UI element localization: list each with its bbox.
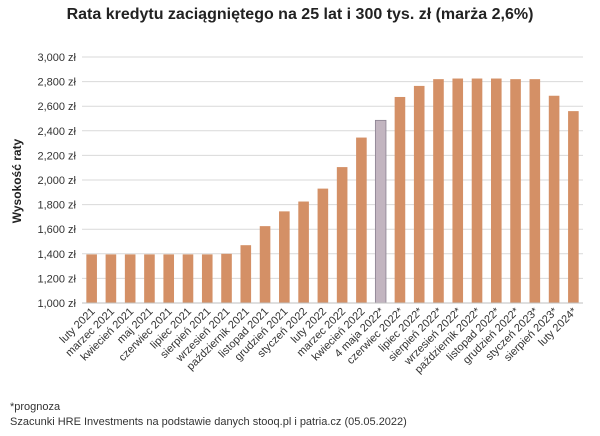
bar <box>86 254 97 303</box>
bar <box>336 167 348 303</box>
bar <box>124 254 136 303</box>
bars <box>86 78 579 304</box>
chart-title: Rata kredytu zaciągniętego na 25 lat i 3… <box>67 6 534 23</box>
bar <box>356 137 367 303</box>
bar <box>259 226 271 304</box>
bar <box>163 254 175 303</box>
bar <box>413 85 425 303</box>
y-axis-ticks: 1,000 zł 1,200 zł 1,400 zł 1,600 zł 1,800 zł… <box>37 52 76 310</box>
bar <box>490 78 502 303</box>
bar <box>317 188 329 303</box>
y-tick-label: 1,600 zł <box>37 224 76 236</box>
source-note: Szacunki HRE Investments na podstawie da… <box>10 416 407 428</box>
bar <box>568 111 579 304</box>
y-tick-label: 3,000 zł <box>37 52 76 64</box>
y-tick-label: 1,400 zł <box>37 249 76 261</box>
y-tick-label: 2,800 zł <box>37 77 76 89</box>
bar <box>548 95 560 303</box>
bar <box>471 78 483 303</box>
y-tick-label: 1,800 zł <box>37 200 76 212</box>
bar <box>240 245 252 303</box>
bar <box>182 254 194 303</box>
bar <box>144 254 155 303</box>
bar <box>105 254 117 303</box>
y-tick-label: 2,200 zł <box>37 150 76 162</box>
bar <box>298 201 309 303</box>
y-tick-label: 2,000 zł <box>37 175 76 187</box>
y-tick-label: 2,600 zł <box>37 101 76 113</box>
bar <box>221 253 232 303</box>
bar <box>394 96 406 303</box>
y-axis-label: Wysokość raty <box>10 138 24 223</box>
y-tick-label: 2,400 zł <box>37 126 76 138</box>
bar <box>201 254 213 303</box>
bar <box>374 119 387 304</box>
bar <box>529 79 541 303</box>
forecast-note: *prognoza <box>10 401 61 413</box>
y-tick-label: 1,200 zł <box>37 273 76 285</box>
bar <box>279 211 290 303</box>
y-tick-label: 1,000 zł <box>37 298 76 310</box>
grid-lines <box>82 56 583 279</box>
bar <box>510 79 521 303</box>
bar <box>433 79 444 303</box>
bar <box>452 78 464 303</box>
